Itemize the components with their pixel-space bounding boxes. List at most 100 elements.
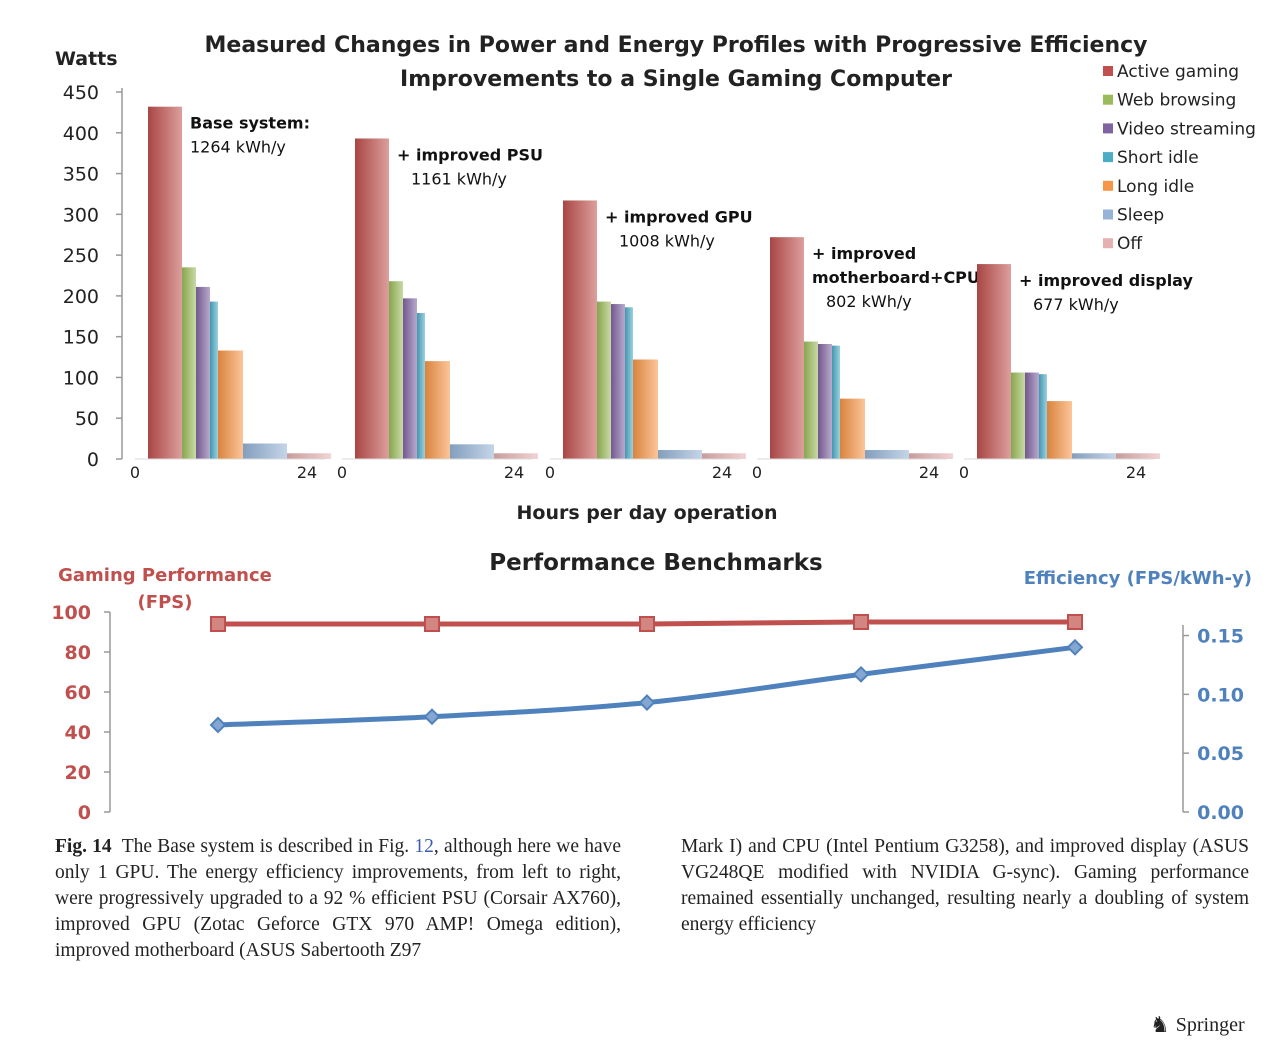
publisher-name: Springer [1175, 1013, 1245, 1036]
caption-text-continued: , although here we have only 1 GPU. The … [55, 836, 622, 961]
x-tick-label: 0 [130, 463, 140, 482]
bar-web-browsing [182, 267, 196, 459]
legend-swatch [1103, 238, 1113, 249]
bar-long-idle [840, 398, 865, 459]
bar-long-idle [425, 361, 450, 459]
y-tick-label: 50 [75, 408, 99, 430]
legend-item: Video streaming [1117, 119, 1256, 139]
legend-swatch [1103, 123, 1113, 134]
efficiency-point-marker [852, 665, 870, 683]
left-axis-label: Gaming Performance [58, 565, 272, 586]
x-tick-label: 0 [959, 463, 969, 482]
springer-horse-icon: ♞ [1150, 1012, 1170, 1037]
panel-annotation: + improved PSU [397, 145, 543, 164]
bar-video-streaming [1025, 372, 1039, 459]
fps-point-marker [210, 616, 226, 632]
panel-annotation: Base system: [190, 114, 310, 133]
legend-swatch [1103, 180, 1113, 191]
left-tick-label: 40 [65, 722, 91, 744]
x-tick-label: 0 [752, 463, 762, 482]
bar-sleep [243, 443, 287, 459]
bar-long-idle [1047, 401, 1072, 459]
bar-short-idle [625, 307, 633, 459]
efficiency-point-marker [1066, 638, 1084, 656]
panel-annotation: 802 kWh/y [826, 292, 912, 311]
caption-left-column: Fig. 14 The Base system is described in F… [55, 834, 621, 964]
bar-chart-title-line: Measured Changes in Power and Energy Pro… [205, 33, 1148, 58]
bar-panel: 0 24 + improved motherboard+CPU 802 kWh/y [752, 237, 980, 482]
y-tick-label: 450 [63, 82, 99, 104]
caption-text-start: The Base system is described in Fig. [121, 836, 410, 857]
bar-panel: 0 24 + improved PSU 1161 kWh/y [337, 138, 543, 482]
bar-video-streaming [611, 304, 625, 459]
left-tick-label: 60 [65, 682, 91, 704]
bar-off [909, 453, 953, 459]
bar-sleep [1072, 453, 1116, 459]
bar-panel: 0 24 + improved GPU 1008 kWh/y [545, 200, 753, 482]
legend-item: Sleep [1117, 206, 1164, 226]
panel-annotation: 677 kWh/y [1033, 295, 1119, 314]
x-tick-label: 0 [337, 463, 347, 482]
bar-active-gaming [355, 138, 389, 459]
figure-canvas: Measured Changes in Power and Energy Pro… [51, 33, 1256, 824]
efficiency-series-line [217, 644, 1076, 728]
bar-sleep [658, 450, 702, 459]
panel-annotation: + improved GPU [605, 207, 753, 226]
bar-video-streaming [196, 286, 210, 459]
x-tick-label: 24 [712, 463, 732, 482]
right-tick-label: 0.00 [1197, 802, 1244, 824]
power-bar-chart: Measured Changes in Power and Energy Pro… [55, 33, 1256, 524]
bar-panel: 0 24 Base system: 1264 kWh/y [130, 106, 331, 482]
right-axis-label: Efficiency (FPS/kWh-y) [1024, 568, 1252, 589]
y-axis-label: Watts [55, 48, 118, 70]
panel-annotation: + improved display [1019, 271, 1193, 290]
fps-point-marker [853, 614, 869, 630]
bar-web-browsing [389, 281, 403, 459]
left-axis-label: (FPS) [138, 592, 193, 613]
bar-active-gaming [977, 264, 1011, 459]
bar-long-idle [218, 350, 243, 459]
left-tick-label: 0 [78, 802, 91, 824]
bar-off [494, 453, 538, 459]
line-chart-title: Performance Benchmarks [489, 550, 822, 576]
bar-off [287, 453, 331, 459]
right-tick-label: 0.15 [1197, 626, 1244, 648]
bar-web-browsing [804, 341, 818, 459]
bar-panel: 0 24 + improved display 677 kWh/y [959, 264, 1193, 482]
bar-chart-title-line: Improvements to a Single Gaming Computer [400, 67, 952, 92]
publisher-footer: ♞ Springer [1150, 1012, 1245, 1038]
y-tick-label: 200 [63, 286, 99, 308]
bar-off [1116, 453, 1160, 459]
left-tick-label: 80 [65, 642, 91, 664]
bar-video-streaming [818, 344, 832, 459]
bar-web-browsing [1011, 372, 1025, 459]
benchmark-line-chart: Performance Benchmarks Gaming Performance… [51, 550, 1252, 824]
bar-short-idle [1039, 374, 1047, 459]
y-tick-label: 400 [63, 123, 99, 145]
y-tick-label: 250 [63, 245, 99, 267]
fps-point-marker [639, 616, 655, 632]
legend-swatch [1103, 209, 1113, 220]
fps-point-marker [424, 616, 440, 632]
efficiency-point-marker [638, 694, 656, 712]
caption-figure-reference-link[interactable]: 12 [414, 836, 434, 857]
legend-item: Long idle [1117, 177, 1194, 197]
bar-sleep [450, 444, 494, 459]
legend-item: Short idle [1117, 148, 1199, 168]
left-tick-label: 100 [51, 602, 91, 624]
legend-item: Off [1117, 234, 1143, 254]
legend-swatch [1103, 66, 1113, 76]
y-tick-label: 0 [87, 449, 99, 471]
x-tick-label: 24 [504, 463, 524, 482]
right-tick-label: 0.10 [1197, 684, 1244, 706]
bar-short-idle [417, 313, 425, 459]
bar-web-browsing [597, 301, 611, 459]
y-tick-label: 350 [63, 164, 99, 186]
fps-point-marker [1067, 614, 1083, 630]
legend-swatch [1103, 152, 1113, 163]
efficiency-point-marker [423, 708, 441, 726]
bar-short-idle [832, 345, 840, 459]
y-tick-label: 150 [63, 327, 99, 349]
bar-sleep [865, 450, 909, 459]
x-tick-label: 24 [297, 463, 317, 482]
